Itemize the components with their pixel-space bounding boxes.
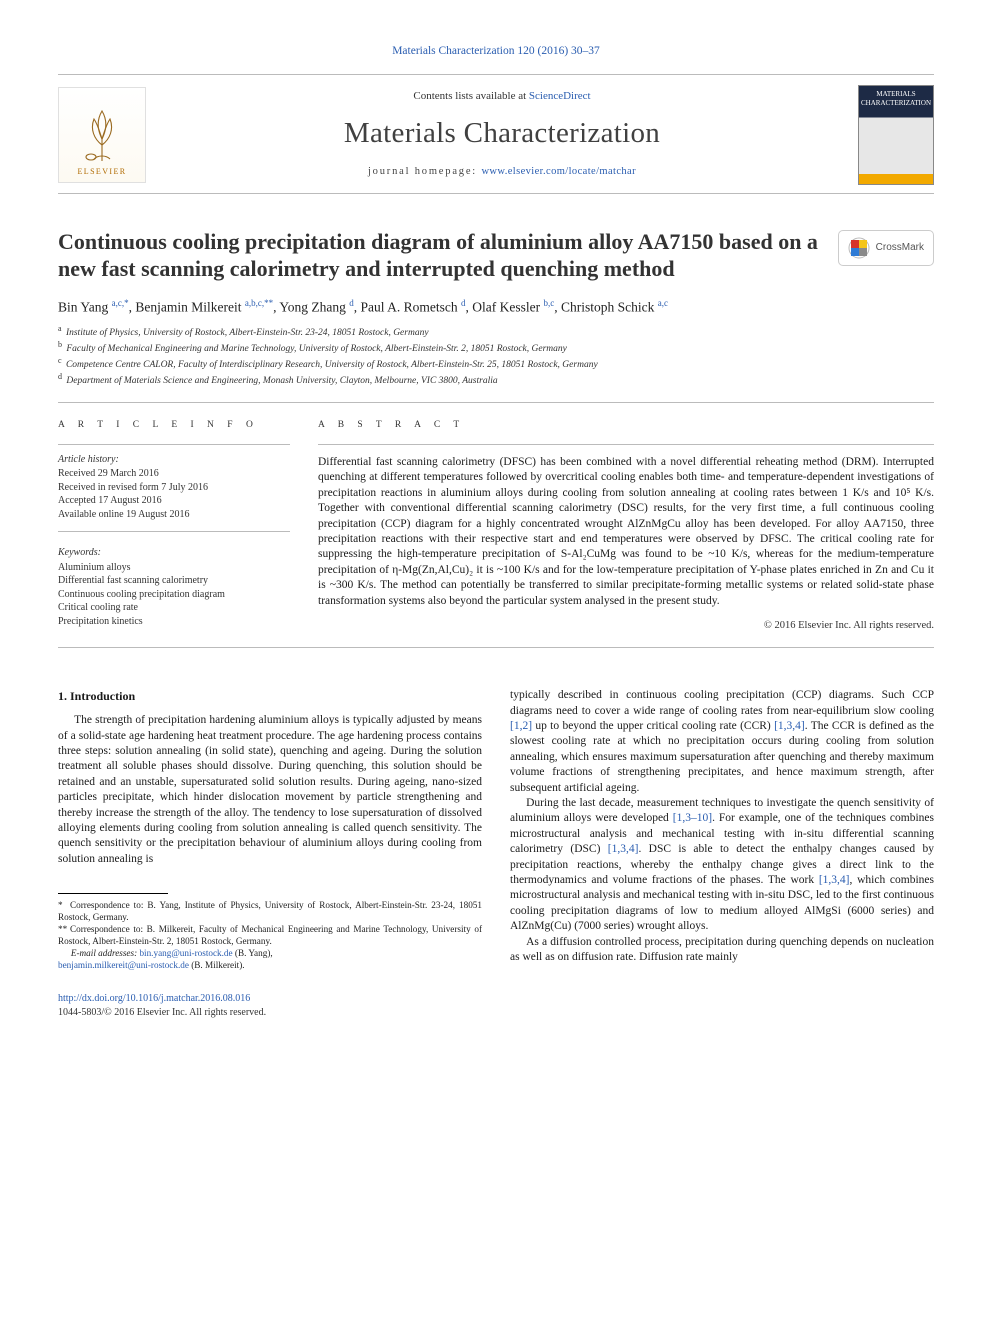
citation-link[interactable]: [1,3,4] (608, 843, 639, 855)
body-two-column: 1. Introduction The strength of precipit… (58, 688, 934, 972)
homepage-line: journal homepage: www.elsevier.com/locat… (158, 165, 846, 179)
keywords-block: Keywords: Aluminium alloysDifferential f… (58, 546, 290, 628)
divider (318, 444, 934, 445)
text-run: up to beyond the upper critical cooling … (532, 720, 774, 732)
doi-block: http://dx.doi.org/10.1016/j.matchar.2016… (58, 992, 934, 1019)
history-received: Received 29 March 2016 (58, 467, 290, 481)
citation-link[interactable]: [1,3–10] (673, 812, 712, 824)
citation-link[interactable]: [1,3,4] (819, 874, 850, 886)
affiliation-line: b Faculty of Mechanical Engineering and … (58, 340, 934, 356)
divider (58, 444, 290, 445)
history-accepted: Accepted 17 August 2016 (58, 494, 290, 508)
journal-masthead: ELSEVIER Contents lists available at Sci… (58, 74, 934, 194)
affiliation-line: a Institute of Physics, University of Ro… (58, 324, 934, 340)
body-paragraph: As a diffusion controlled process, preci… (510, 935, 934, 966)
history-label: Article history: (58, 453, 290, 467)
top-citation-link[interactable]: Materials Characterization 120 (2016) 30… (392, 45, 600, 57)
cover-title: MATERIALS CHARACTERIZATION (861, 90, 931, 107)
crossmark-label: CrossMark (876, 241, 924, 255)
email-link[interactable]: benjamin.milkereit@uni-rostock.de (58, 960, 189, 970)
journal-name: Materials Characterization (158, 114, 846, 153)
keyword: Continuous cooling precipitation diagram (58, 588, 290, 602)
citation-link[interactable]: [1,2] (510, 720, 532, 732)
tree-icon (76, 105, 128, 163)
footnote-text: Correspondence to: B. Yang, Institute of… (58, 900, 482, 922)
section-heading-intro: 1. Introduction (58, 688, 482, 704)
homepage-prefix: journal homepage: (368, 166, 481, 177)
history-revised: Received in revised form 7 July 2016 (58, 481, 290, 495)
crossmark-icon (848, 237, 870, 259)
footnote-mark: * (58, 900, 70, 912)
footnotes: *Correspondence to: B. Yang, Institute o… (58, 900, 482, 972)
crossmark-badge[interactable]: CrossMark (838, 230, 934, 266)
affiliations: a Institute of Physics, University of Ro… (58, 324, 934, 388)
keyword: Precipitation kinetics (58, 615, 290, 629)
email-link[interactable]: bin.yang@uni-rostock.de (139, 948, 232, 958)
article-info-heading: A R T I C L E I N F O (58, 419, 290, 432)
keyword: Critical cooling rate (58, 601, 290, 615)
divider (58, 402, 934, 403)
article-history: Article history: Received 29 March 2016 … (58, 453, 290, 522)
keyword: Differential fast scanning calorimetry (58, 574, 290, 588)
email-who: (B. Milkereit). (189, 960, 245, 970)
history-online: Available online 19 August 2016 (58, 508, 290, 522)
footnote-mark: ** (58, 924, 70, 936)
body-paragraph: typically described in continuous coolin… (510, 688, 934, 796)
abstract-text: Differential fast scanning calorimetry (… (318, 455, 934, 609)
text-run: typically described in continuous coolin… (510, 689, 934, 716)
contents-line: Contents lists available at ScienceDirec… (158, 89, 846, 104)
journal-cover-thumb: MATERIALS CHARACTERIZATION (858, 85, 934, 185)
email-label: E-mail addresses: (71, 948, 140, 958)
footnote-rule (58, 893, 168, 894)
contents-prefix: Contents lists available at (413, 90, 528, 102)
publisher-logo: ELSEVIER (58, 87, 146, 183)
email-who: (B. Yang), (233, 948, 273, 958)
divider (58, 647, 934, 648)
author-list: Bin Yang a,c,*, Benjamin Milkereit a,b,c… (58, 297, 934, 317)
publisher-name: ELSEVIER (78, 167, 127, 178)
cover-accent-band (859, 174, 933, 184)
affiliation-line: d Department of Materials Science and En… (58, 372, 934, 388)
top-citation: Materials Characterization 120 (2016) 30… (58, 44, 934, 60)
citation-link[interactable]: [1,3,4] (774, 720, 805, 732)
copyright-line: © 2016 Elsevier Inc. All rights reserved… (318, 619, 934, 633)
masthead-center: Contents lists available at ScienceDirec… (158, 89, 846, 179)
article-title: Continuous cooling precipitation diagram… (58, 228, 934, 283)
homepage-link[interactable]: www.elsevier.com/locate/matchar (481, 166, 636, 177)
keywords-label: Keywords: (58, 546, 290, 560)
body-paragraph: The strength of precipitation hardening … (58, 713, 482, 867)
doi-link[interactable]: http://dx.doi.org/10.1016/j.matchar.2016… (58, 993, 250, 1004)
body-paragraph: During the last decade, measurement tech… (510, 796, 934, 935)
sciencedirect-link[interactable]: ScienceDirect (529, 90, 591, 102)
keyword: Aluminium alloys (58, 561, 290, 575)
divider (58, 531, 290, 532)
issn-copyright: 1044-5803/© 2016 Elsevier Inc. All right… (58, 1007, 266, 1018)
footnote-text: Correspondence to: B. Milkereit, Faculty… (58, 924, 482, 946)
abstract-heading: A B S T R A C T (318, 419, 934, 432)
affiliation-line: c Competence Centre CALOR, Faculty of In… (58, 356, 934, 372)
